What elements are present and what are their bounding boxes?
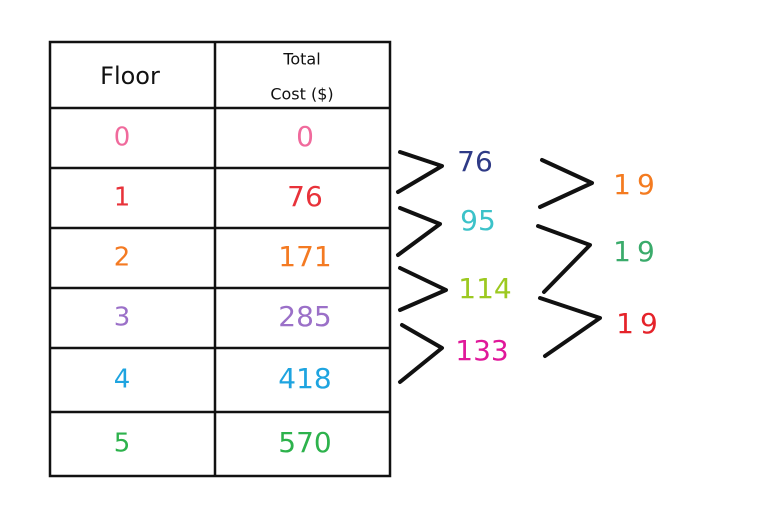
cost-cell: 418 [278,362,331,395]
bracket [538,296,602,358]
first-difference: 114 [458,272,511,305]
second-difference: 19 [616,307,664,340]
first-difference: 95 [460,204,496,237]
cost-cell: 171 [278,240,331,273]
header-floor: Floor [100,62,160,90]
floor-cell: 2 [114,243,131,273]
second-difference: 19 [613,235,661,268]
bracket [538,158,594,209]
cost-cell: 76 [287,180,323,213]
table-border [48,40,392,478]
floor-cell: 5 [114,429,131,459]
floor-cell: 3 [114,303,131,333]
floor-cell: 4 [114,365,131,395]
cost-cell: 285 [278,300,331,333]
cost-cell: 0 [296,120,314,153]
bracket [396,206,442,257]
cost-cell: 570 [278,426,331,459]
bracket [536,224,592,294]
bracket [396,150,444,194]
floor-cell: 0 [114,123,131,153]
header-cost: Total [282,50,320,69]
header-cost: Cost ($) [270,85,333,104]
first-difference: 133 [455,334,508,367]
bracket [398,266,448,312]
bracket [398,323,444,384]
second-difference: 19 [613,168,661,201]
first-difference: 76 [457,145,493,178]
floor-cell: 1 [114,183,131,213]
